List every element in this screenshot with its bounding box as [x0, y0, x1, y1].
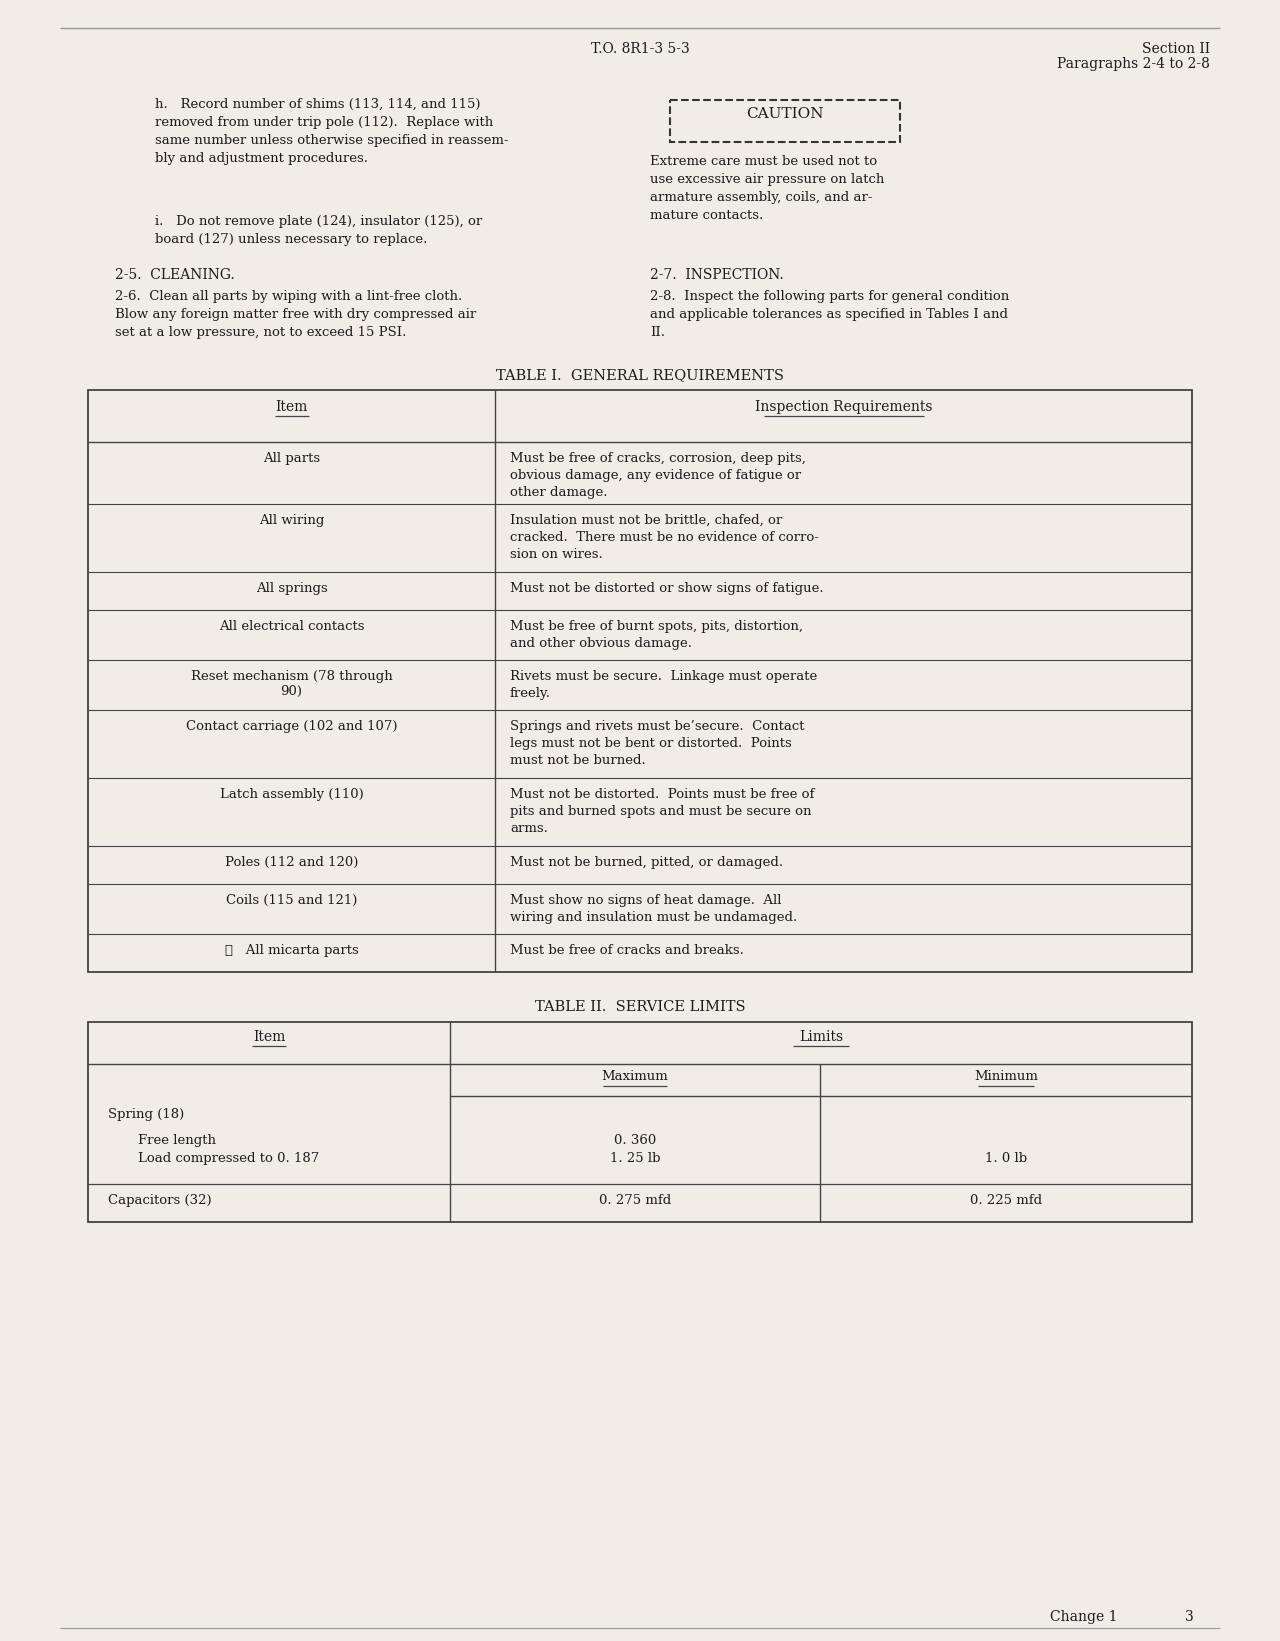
Text: TABLE I.  GENERAL REQUIREMENTS: TABLE I. GENERAL REQUIREMENTS [497, 368, 783, 382]
Text: 1. 0 lb: 1. 0 lb [984, 1152, 1027, 1165]
Text: Must not be burned, pitted, or damaged.: Must not be burned, pitted, or damaged. [509, 857, 783, 870]
Text: Must not be distorted or show signs of fatigue.: Must not be distorted or show signs of f… [509, 583, 823, 596]
Text: Must be free of cracks and breaks.: Must be free of cracks and breaks. [509, 944, 744, 957]
Text: All wiring: All wiring [259, 514, 324, 527]
Text: 2-6.  Clean all parts by wiping with a lint-free cloth.
Blow any foreign matter : 2-6. Clean all parts by wiping with a li… [115, 290, 476, 340]
Text: T.O. 8R1-3 5-3: T.O. 8R1-3 5-3 [590, 43, 690, 56]
Text: Capacitors (32): Capacitors (32) [108, 1195, 211, 1208]
Text: Spring (18): Spring (18) [108, 1108, 184, 1121]
Text: CAUTION: CAUTION [746, 107, 824, 121]
Bar [88, 391, 1192, 971]
Text: Paragraphs 2-4 to 2-8: Paragraphs 2-4 to 2-8 [1057, 57, 1210, 71]
Text: 0. 225 mfd: 0. 225 mfd [970, 1195, 1042, 1208]
Text: 2-5.  CLEANING.: 2-5. CLEANING. [115, 267, 234, 282]
Text: 0. 275 mfd: 0. 275 mfd [599, 1195, 671, 1208]
Text: Item: Item [275, 400, 307, 414]
Text: Reset mechanism (78 through
90): Reset mechanism (78 through 90) [191, 670, 393, 697]
Bar [88, 1022, 1192, 1223]
Text: 3: 3 [1185, 1610, 1194, 1625]
Text: Load compressed to 0. 187: Load compressed to 0. 187 [138, 1152, 319, 1165]
Text: ℓ   All micarta parts: ℓ All micarta parts [224, 944, 358, 957]
Text: Poles (112 and 120): Poles (112 and 120) [225, 857, 358, 870]
Text: Extreme care must be used not to
use excessive air pressure on latch
armature as: Extreme care must be used not to use exc… [650, 154, 884, 222]
Text: Latch assembly (110): Latch assembly (110) [220, 788, 364, 801]
Text: Insulation must not be brittle, chafed, or
cracked.  There must be no evidence o: Insulation must not be brittle, chafed, … [509, 514, 819, 561]
Text: Limits: Limits [799, 1031, 844, 1044]
Text: Must show no signs of heat damage.  All
wiring and insulation must be undamaged.: Must show no signs of heat damage. All w… [509, 894, 797, 924]
Text: Maximum: Maximum [602, 1070, 668, 1083]
Text: All electrical contacts: All electrical contacts [219, 620, 365, 633]
Text: Must be free of burnt spots, pits, distortion,
and other obvious damage.: Must be free of burnt spots, pits, disto… [509, 620, 803, 650]
Text: 0. 360: 0. 360 [614, 1134, 657, 1147]
Text: Item: Item [253, 1031, 285, 1044]
Text: Must not be distorted.  Points must be free of
pits and burned spots and must be: Must not be distorted. Points must be fr… [509, 788, 814, 835]
Text: Section II: Section II [1142, 43, 1210, 56]
Text: h.   Record number of shims (113, 114, and 115)
removed from under trip pole (11: h. Record number of shims (113, 114, and… [155, 98, 508, 166]
Text: 2-7.  INSPECTION.: 2-7. INSPECTION. [650, 267, 783, 282]
Text: 1. 25 lb: 1. 25 lb [609, 1152, 660, 1165]
Text: Must be free of cracks, corrosion, deep pits,
obvious damage, any evidence of fa: Must be free of cracks, corrosion, deep … [509, 451, 806, 499]
Text: 2-8.  Inspect the following parts for general condition
and applicable tolerance: 2-8. Inspect the following parts for gen… [650, 290, 1009, 340]
Text: Inspection Requirements: Inspection Requirements [755, 400, 932, 414]
Text: Free length: Free length [138, 1134, 216, 1147]
Text: TABLE II.  SERVICE LIMITS: TABLE II. SERVICE LIMITS [535, 999, 745, 1014]
Text: Springs and rivets must be’secure.  Contact
legs must not be bent or distorted. : Springs and rivets must be’secure. Conta… [509, 720, 805, 766]
Text: Minimum: Minimum [974, 1070, 1038, 1083]
Text: All springs: All springs [256, 583, 328, 596]
Text: Contact carriage (102 and 107): Contact carriage (102 and 107) [186, 720, 397, 734]
Text: Coils (115 and 121): Coils (115 and 121) [225, 894, 357, 907]
Text: All parts: All parts [262, 451, 320, 464]
Text: Change 1: Change 1 [1050, 1610, 1117, 1625]
Text: i.   Do not remove plate (124), insulator (125), or
board (127) unless necessary: i. Do not remove plate (124), insulator … [155, 215, 483, 246]
Text: Rivets must be secure.  Linkage must operate
freely.: Rivets must be secure. Linkage must oper… [509, 670, 817, 701]
